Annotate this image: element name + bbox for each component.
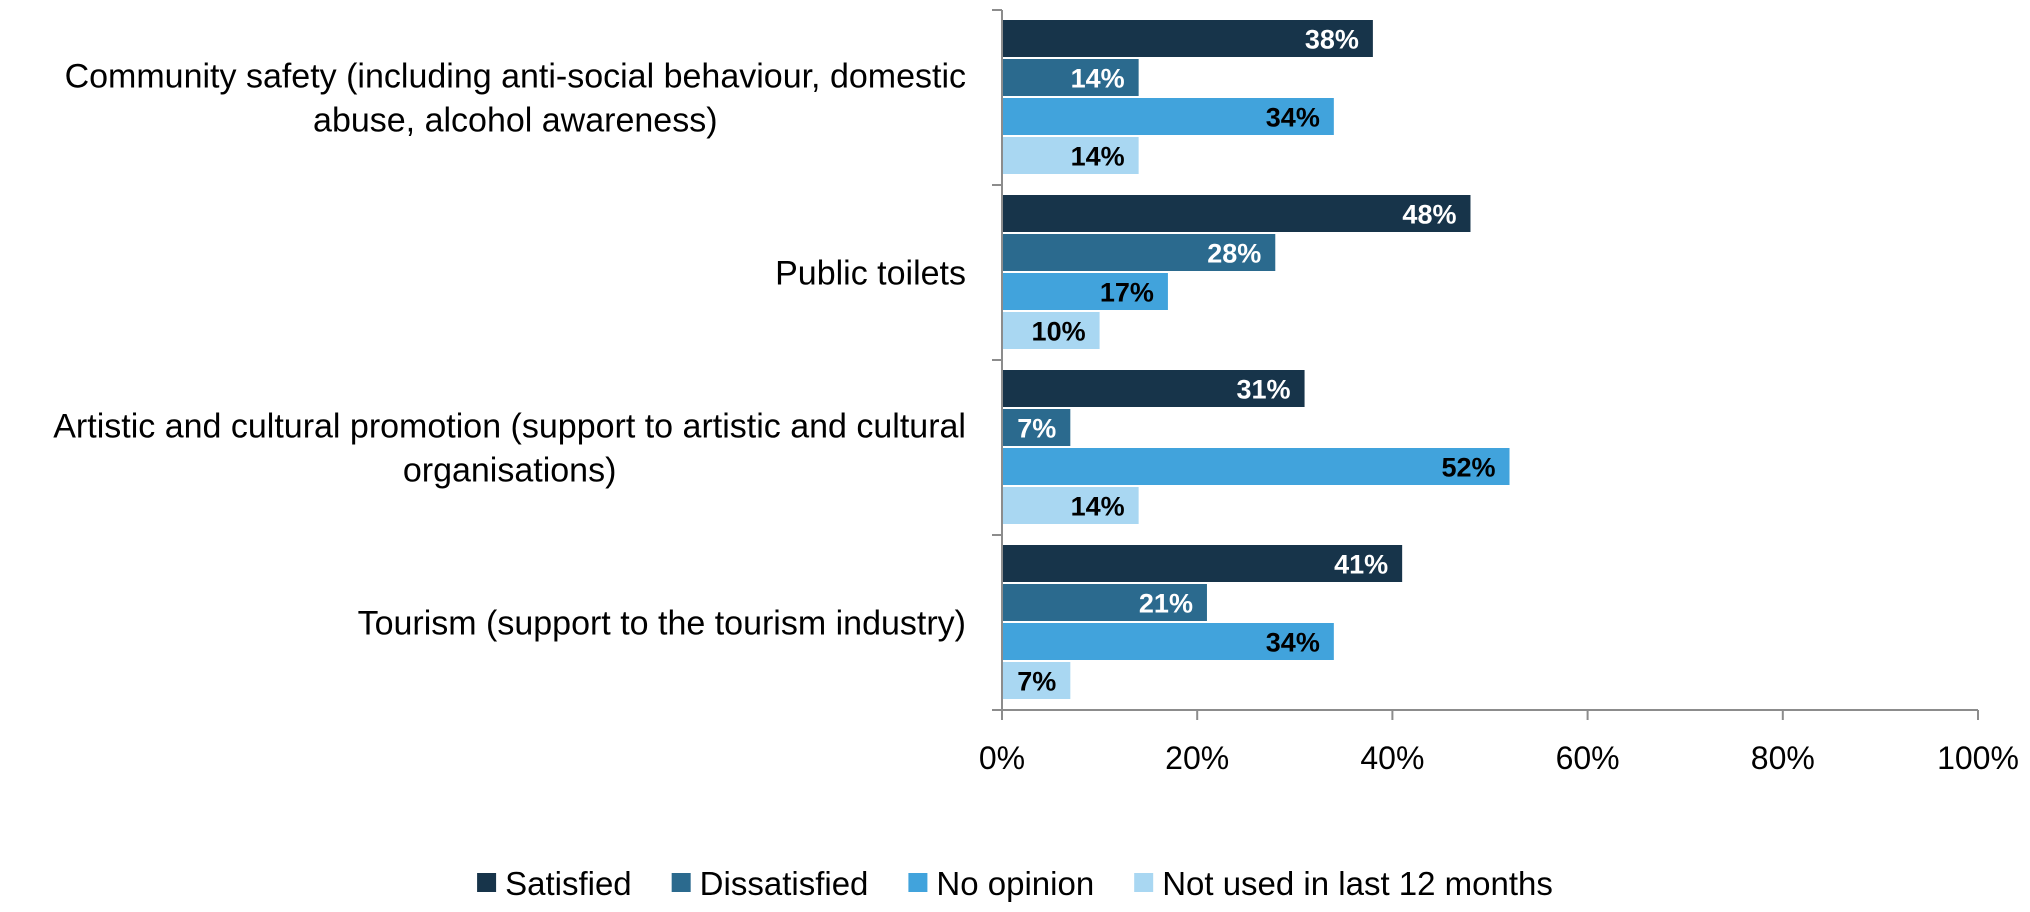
data-label-no-opinion-4: 34% <box>1266 628 1320 658</box>
bar-not-used-in-last-12-months-1 <box>1002 137 1139 174</box>
x-tick-label-100: 100% <box>1937 740 2019 776</box>
data-label-dissatisfied-3: 7% <box>1017 414 1056 444</box>
legend-swatch-not-used-in-last-12-months <box>1134 873 1154 892</box>
category-label-2: Public toilets <box>775 255 966 293</box>
category-labels: Community safety (including anti-social … <box>53 58 966 643</box>
data-label-not-used-in-last-12-months-4: 7% <box>1017 667 1056 697</box>
bar-no-opinion-4 <box>1002 623 1334 660</box>
legend-item-satisfied: Satisfied <box>477 865 632 902</box>
data-label-dissatisfied-2: 28% <box>1207 239 1261 269</box>
bar-no-opinion-1 <box>1002 98 1334 135</box>
bar-not-used-in-last-12-months-4 <box>1002 662 1071 699</box>
bar-dissatisfied-2 <box>1002 234 1276 271</box>
data-label-no-opinion-3: 52% <box>1441 453 1495 483</box>
x-tick-label-20: 20% <box>1165 740 1229 776</box>
bar-satisfied-1 <box>1002 20 1373 57</box>
data-label-no-opinion-2: 17% <box>1100 278 1154 308</box>
legend-label-satisfied: Satisfied <box>505 865 632 902</box>
legend-label-dissatisfied: Dissatisfied <box>700 865 869 902</box>
bars-group: 38% 14% 34% 14% 48% 28% 17% 10% 31% 7% 52% 14% 41% 21… <box>1002 20 1510 699</box>
data-label-no-opinion-1: 34% <box>1266 103 1320 133</box>
x-tick-label-80: 80% <box>1751 740 1815 776</box>
category-label-1: Community safety (including anti-social … <box>65 58 966 140</box>
legend-swatch-satisfied <box>477 873 497 892</box>
bar-no-opinion-2 <box>1002 273 1168 310</box>
bar-dissatisfied-3 <box>1002 409 1071 446</box>
legend-item-not-used-in-last-12-months: Not used in last 12 months <box>1134 865 1553 902</box>
bar-not-used-in-last-12-months-2 <box>1002 312 1100 349</box>
bar-dissatisfied-4 <box>1002 584 1207 621</box>
legend-item-no-opinion: No opinion <box>908 865 1094 902</box>
category-label-3: Artistic and cultural promotion (support… <box>53 408 966 490</box>
x-tick-label-0: 0% <box>979 740 1025 776</box>
axes: 0% 20% 40% 60% 80% 100% <box>979 9 2019 776</box>
data-label-not-used-in-last-12-months-1: 14% <box>1071 142 1125 172</box>
data-label-not-used-in-last-12-months-2: 10% <box>1032 317 1086 347</box>
bar-satisfied-4 <box>1002 545 1403 582</box>
category-label-4: Tourism (support to the tourism industry… <box>358 605 966 643</box>
legend-item-dissatisfied: Dissatisfied <box>671 865 869 902</box>
legend-swatch-dissatisfied <box>671 873 691 892</box>
x-tick-label-60: 60% <box>1556 740 1620 776</box>
data-label-satisfied-2: 48% <box>1402 200 1456 230</box>
bar-satisfied-3 <box>1002 370 1305 407</box>
data-label-dissatisfied-1: 14% <box>1071 64 1125 94</box>
data-label-satisfied-1: 38% <box>1305 25 1359 55</box>
data-label-not-used-in-last-12-months-3: 14% <box>1071 492 1125 522</box>
legend-swatch-no-opinion <box>908 873 928 892</box>
legend: Satisfied Dissatisfied No opinion Not used … <box>477 865 1553 902</box>
bar-no-opinion-3 <box>1002 448 1510 485</box>
bar-not-used-in-last-12-months-3 <box>1002 487 1139 524</box>
bar-dissatisfied-1 <box>1002 59 1139 96</box>
legend-label-not-used-in-last-12-months: Not used in last 12 months <box>1162 865 1553 902</box>
data-label-satisfied-4: 41% <box>1334 550 1388 580</box>
bar-satisfied-2 <box>1002 195 1471 232</box>
legend-label-no-opinion: No opinion <box>936 865 1094 902</box>
data-label-dissatisfied-4: 21% <box>1139 589 1193 619</box>
x-tick-label-40: 40% <box>1360 740 1424 776</box>
data-label-satisfied-3: 31% <box>1237 375 1291 405</box>
